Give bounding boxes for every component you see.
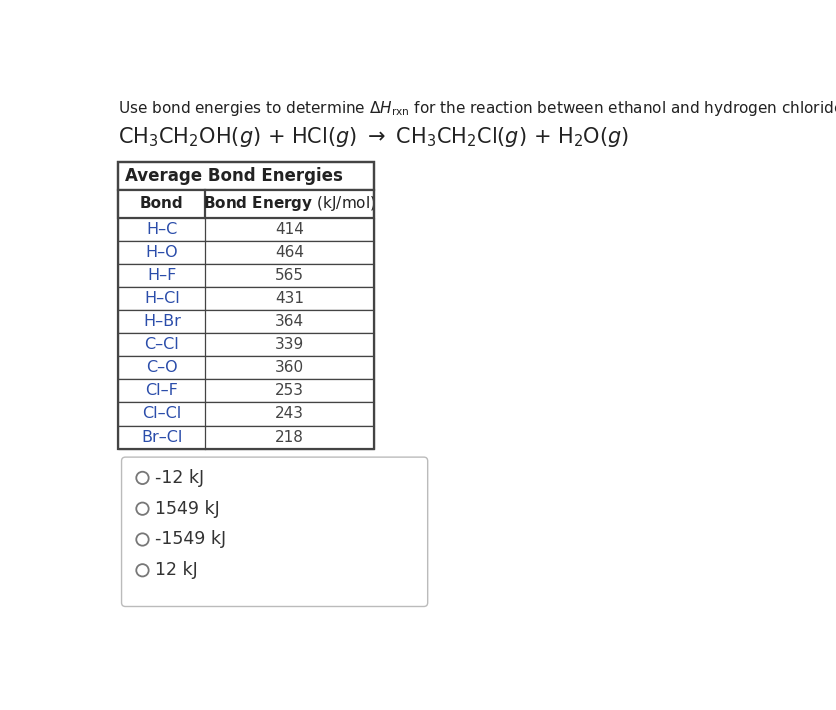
Text: $\mathbf{Bond\ Energy}$ (kJ/mol): $\mathbf{Bond\ Energy}$ (kJ/mol): [203, 195, 376, 213]
Text: H–Cl: H–Cl: [144, 291, 180, 306]
Text: -12 kJ: -12 kJ: [155, 469, 204, 487]
Text: 243: 243: [275, 407, 304, 422]
Text: Bond: Bond: [140, 196, 184, 212]
FancyBboxPatch shape: [119, 425, 375, 449]
Text: 339: 339: [275, 337, 304, 352]
FancyBboxPatch shape: [119, 403, 375, 425]
Text: Cl–Cl: Cl–Cl: [142, 407, 181, 422]
FancyBboxPatch shape: [119, 264, 375, 287]
FancyBboxPatch shape: [119, 241, 375, 264]
Text: 1549 kJ: 1549 kJ: [155, 500, 220, 518]
Text: 464: 464: [275, 245, 304, 260]
Text: H–C: H–C: [146, 222, 177, 236]
Text: Average Bond Energies: Average Bond Energies: [125, 167, 343, 185]
FancyBboxPatch shape: [121, 457, 428, 606]
FancyBboxPatch shape: [119, 379, 375, 403]
Text: CH$_3$CH$_2$OH$(g)$ + HCl$(g)$ $\rightarrow$ CH$_3$CH$_2$Cl$(g)$ + H$_2$O$(g)$: CH$_3$CH$_2$OH$(g)$ + HCl$(g)$ $\rightar…: [119, 125, 630, 149]
Text: 364: 364: [275, 314, 304, 329]
Text: H–Br: H–Br: [143, 314, 181, 329]
Circle shape: [136, 564, 149, 577]
Circle shape: [136, 533, 149, 546]
Text: Cl–F: Cl–F: [145, 383, 178, 398]
Text: H–O: H–O: [145, 245, 178, 260]
Text: 360: 360: [275, 360, 304, 376]
Text: Br–Cl: Br–Cl: [141, 430, 182, 444]
Text: C–Cl: C–Cl: [145, 337, 179, 352]
Text: 414: 414: [275, 222, 304, 236]
FancyBboxPatch shape: [119, 310, 375, 333]
FancyBboxPatch shape: [119, 356, 375, 379]
Text: H–F: H–F: [147, 268, 176, 283]
Text: 12 kJ: 12 kJ: [155, 562, 197, 579]
FancyBboxPatch shape: [119, 333, 375, 356]
Circle shape: [136, 503, 149, 515]
Text: 218: 218: [275, 430, 304, 444]
Text: Use bond energies to determine $\Delta H_{\mathrm{rxn}}$ for the reaction betwee: Use bond energies to determine $\Delta H…: [119, 99, 836, 118]
FancyBboxPatch shape: [119, 218, 375, 241]
Text: 565: 565: [275, 268, 304, 283]
Text: 253: 253: [275, 383, 304, 398]
FancyBboxPatch shape: [119, 162, 375, 190]
Text: C–O: C–O: [146, 360, 178, 376]
Text: 431: 431: [275, 291, 304, 306]
FancyBboxPatch shape: [119, 287, 375, 310]
Circle shape: [136, 471, 149, 484]
FancyBboxPatch shape: [119, 190, 375, 218]
Text: -1549 kJ: -1549 kJ: [155, 530, 226, 549]
